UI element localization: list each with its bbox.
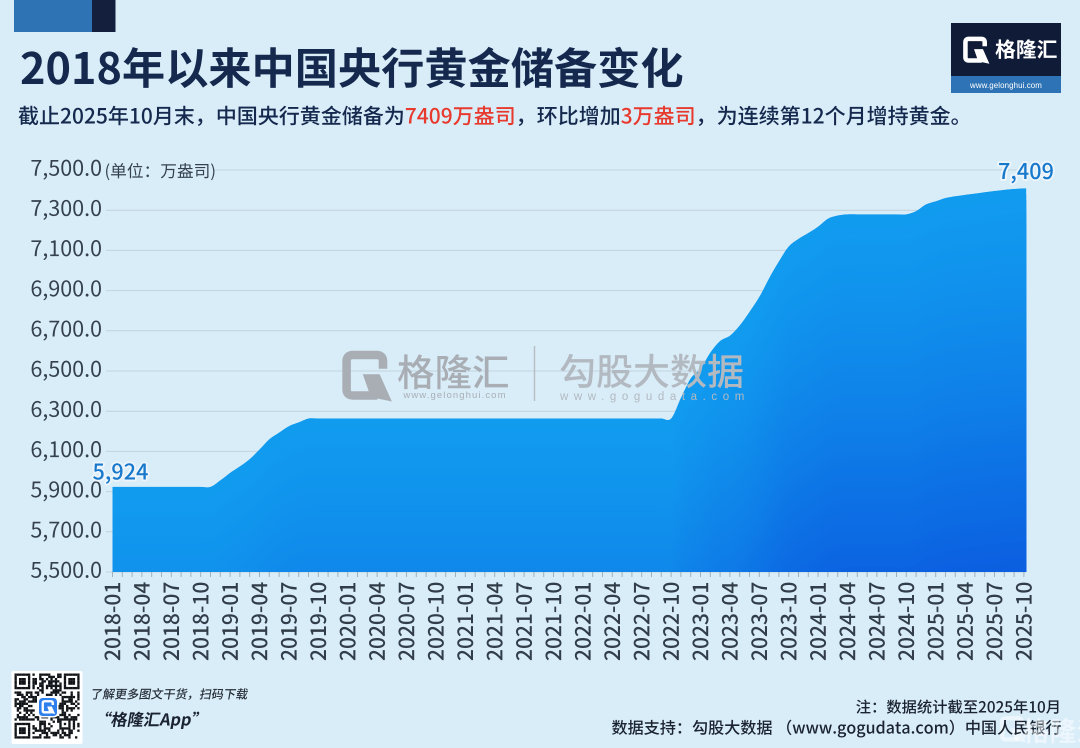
svg-text:www.gelonghui.com: www.gelonghui.com xyxy=(969,81,1042,90)
svg-text:www.gelonghui.com: www.gelonghui.com xyxy=(402,390,506,401)
svg-text:www.gogudata.com: www.gogudata.com xyxy=(559,391,750,403)
